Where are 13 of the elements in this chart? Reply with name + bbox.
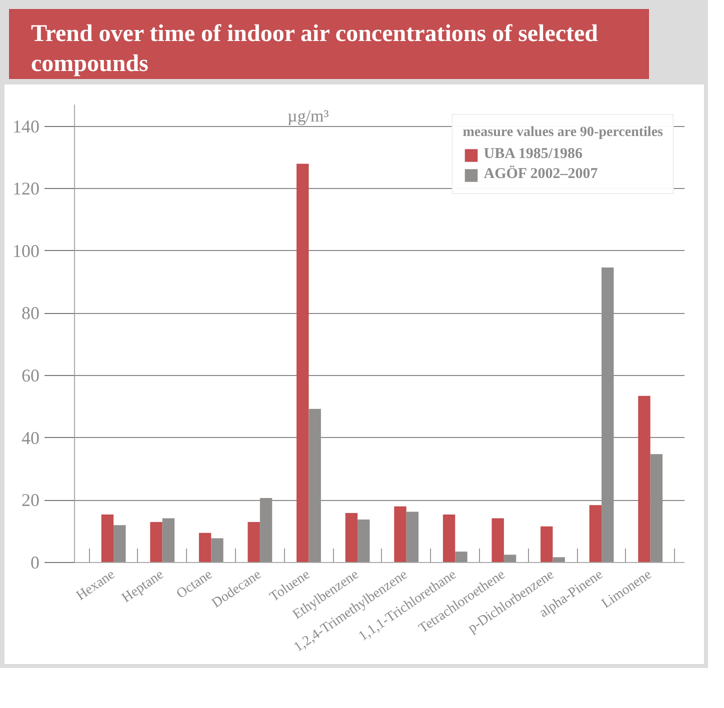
legend-title: measure values are 90-percentiles (462, 125, 663, 141)
y-tick-label: 120 (12, 178, 40, 199)
legend-label: AGÖF 2002–2007 (484, 166, 598, 183)
y-axis-title: µg/m³ (288, 106, 329, 126)
y-tick-label: 80 (22, 303, 40, 324)
y-tick-label: 20 (22, 490, 40, 510)
chart-title: Trend over time of indoor air concentrations of selected compounds (31, 20, 600, 79)
legend-label: UBA 1985/1986 (484, 146, 583, 163)
y-tick-label: 40 (22, 428, 40, 448)
y-tick-label: 140 (12, 116, 40, 136)
y-tick-label: 60 (22, 366, 40, 386)
y-tick-label: 100 (12, 240, 40, 261)
y-tick-label: 0 (30, 552, 40, 572)
